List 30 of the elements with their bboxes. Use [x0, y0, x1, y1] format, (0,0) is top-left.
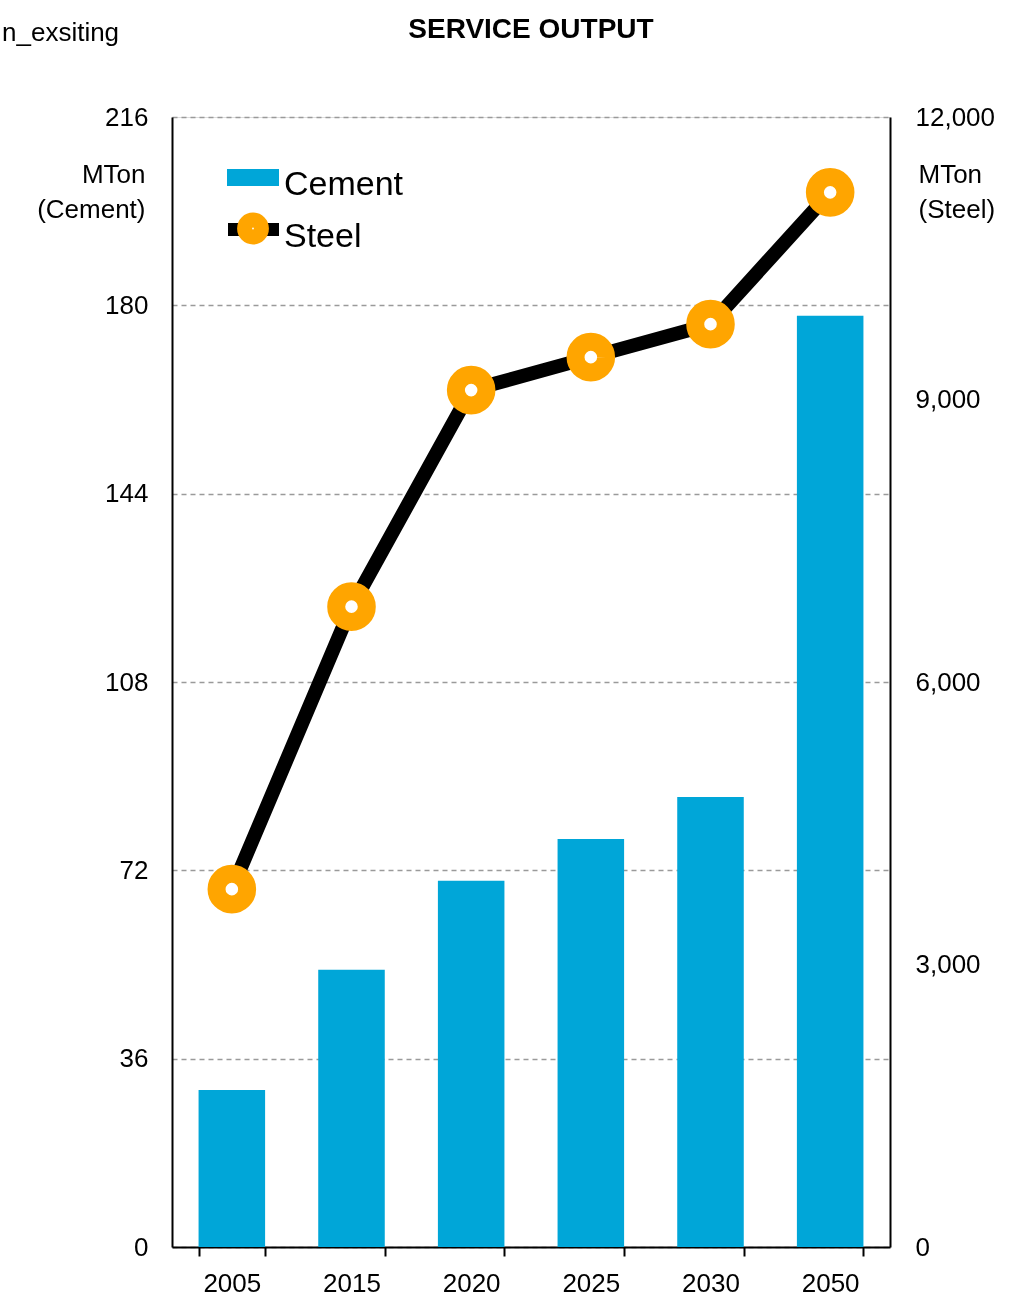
x-tick-label: 2015 — [323, 1267, 381, 1295]
bar — [677, 797, 744, 1247]
y2-tick-label: 6,000 — [915, 666, 981, 697]
x-tick-label: 2020 — [442, 1267, 501, 1295]
legend-label: Steel — [284, 215, 362, 254]
legend-label: Cement — [284, 163, 404, 202]
y-tick-label: 0 — [134, 1231, 149, 1262]
y2-tick-label: 0 — [915, 1231, 930, 1262]
bar — [198, 1090, 266, 1247]
bar — [318, 969, 385, 1247]
x-tick-label: 2050 — [801, 1267, 860, 1295]
y-tick-label: 108 — [105, 666, 149, 697]
bar — [557, 838, 625, 1247]
bar — [796, 315, 864, 1247]
chart-title: SERVICE OUTPUT — [408, 13, 654, 44]
y2-axis-title: MTon (Steel) — [918, 158, 996, 224]
y-tick-label: 72 — [119, 854, 149, 885]
bar — [437, 880, 505, 1247]
y2-tick-label: 3,000 — [915, 949, 981, 979]
x-tick-label: 2025 — [562, 1267, 621, 1295]
y-tick-label: 144 — [105, 478, 149, 509]
y2-tick-label: 12,000 — [915, 101, 996, 132]
x-tick-label: 2030 — [682, 1267, 740, 1295]
y-tick-label: 36 — [119, 1043, 149, 1074]
text: n_exsiting — [2, 17, 120, 47]
y2-tick-label: 9,000 — [915, 384, 981, 414]
y-tick-label: 180 — [105, 289, 149, 320]
y-tick-label: 216 — [105, 101, 149, 132]
x-tick-label: 2005 — [203, 1267, 262, 1295]
y-axis-title: MTon (Cement) — [37, 158, 146, 224]
